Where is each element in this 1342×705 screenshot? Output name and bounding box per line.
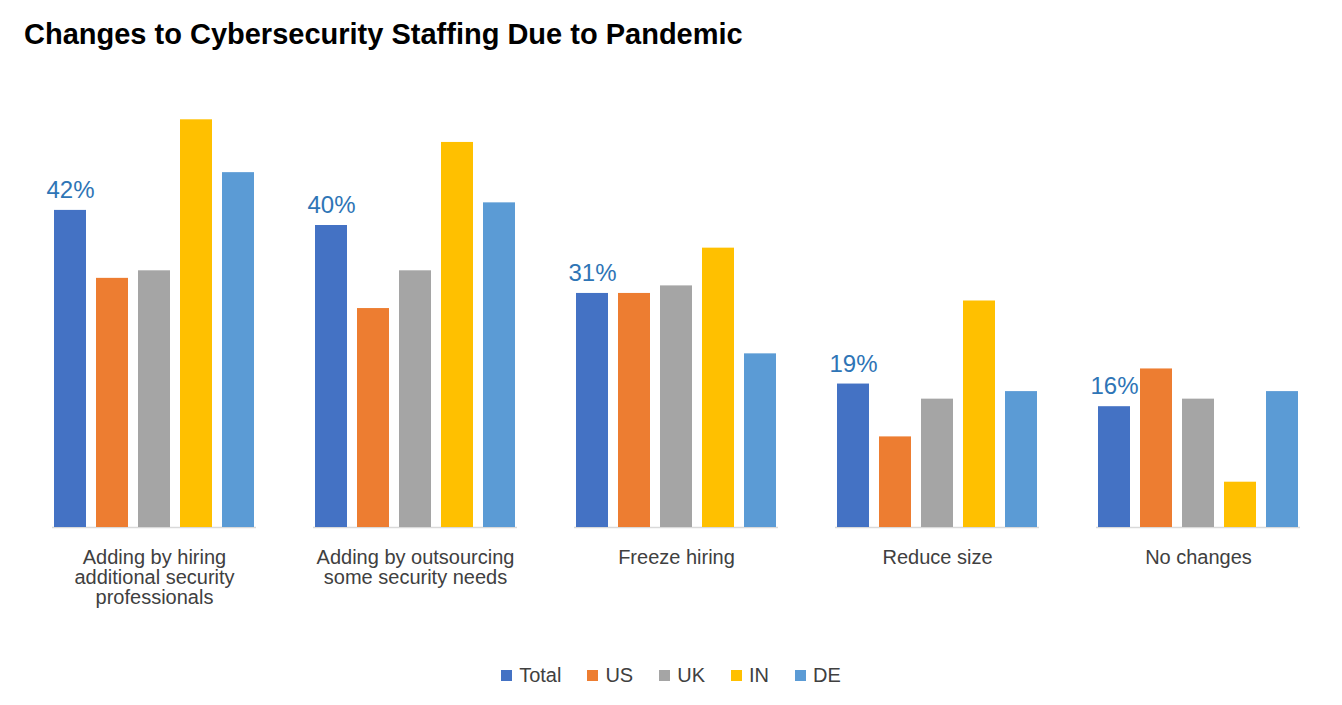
svg-text:Reduce size: Reduce size: [882, 546, 992, 568]
svg-text:31%: 31%: [568, 259, 616, 286]
svg-text:19%: 19%: [829, 350, 877, 377]
svg-text:40%: 40%: [307, 191, 355, 218]
html-text:Total: Total: [519, 663, 562, 686]
svg-text:16%: 16%: [1090, 372, 1138, 399]
html-text:US: US: [605, 663, 634, 686]
svg-text:Adding by outsourcingsome secu: Adding by outsourcingsome security needs: [317, 546, 515, 588]
html-text:DE: DE: [813, 663, 841, 686]
svg-text:42%: 42%: [46, 176, 94, 203]
html-text:UK: UK: [677, 663, 705, 686]
svg-text:Adding by hiringadditional sec: Adding by hiringadditional securityprofe…: [74, 546, 234, 608]
svg-text:Freeze hiring: Freeze hiring: [618, 546, 735, 568]
html-text:Changes to Cybersecurity Staff: Changes to Cybersecurity Staffing Due to…: [24, 18, 743, 50]
svg-text:No changes: No changes: [1145, 546, 1252, 568]
html-text:IN: IN: [749, 663, 769, 686]
